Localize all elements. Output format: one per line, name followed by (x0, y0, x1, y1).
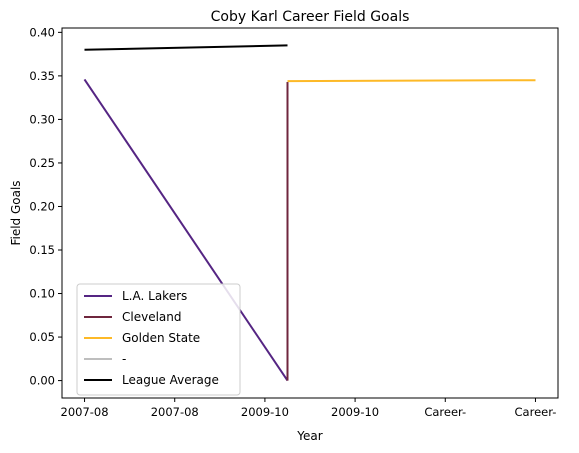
x-tick-label: 2007-08 (61, 405, 109, 419)
y-tick-label: 0.10 (29, 287, 55, 301)
legend-entry-label: Golden State (122, 331, 200, 345)
series-line-2 (287, 79, 536, 83)
x-tick-label: 2009-10 (331, 405, 379, 419)
x-axis: 2007-08 2007-08 2009-10 2009-10 Career- Caree… (61, 398, 557, 419)
y-tick-label: 0.35 (29, 69, 55, 83)
y-axis: 0.00 0.05 0.10 0.15 0.20 0.25 0.30 0.35 0.40 (29, 25, 62, 388)
series-line-4 (84, 44, 288, 51)
y-tick-label: 0.30 (29, 112, 55, 126)
y-tick-label: 0.00 (29, 374, 55, 388)
legend-entry-label: - (122, 352, 126, 366)
series-line-0 (83, 78, 289, 382)
y-tick-label: 0.05 (29, 330, 55, 344)
legend-box (76, 283, 241, 396)
x-tick-label: Career- (515, 405, 557, 419)
y-tick-label: 0.20 (29, 199, 55, 213)
series-layer (83, 44, 536, 382)
x-tick-label: 2007-08 (151, 405, 199, 419)
legend-entry-label: L.A. Lakers (122, 289, 187, 303)
y-tick-label: 0.25 (29, 156, 55, 170)
legend: L.A. Lakers Cleveland Golden State - League … (76, 283, 241, 396)
legend-entry-label: Cleveland (122, 310, 182, 324)
x-axis-label: Year (296, 429, 322, 443)
y-tick-label: 0.15 (29, 243, 55, 257)
y-tick-label: 0.40 (29, 25, 55, 39)
plot-frame (61, 27, 559, 399)
x-tick-label: Career- (424, 405, 466, 419)
legend-entry-label: League Average (122, 373, 219, 387)
y-axis-label: Field Goals (9, 180, 23, 245)
x-tick-label: 2009-10 (241, 405, 289, 419)
chart-title: Coby Karl Career Field Goals (211, 9, 410, 25)
